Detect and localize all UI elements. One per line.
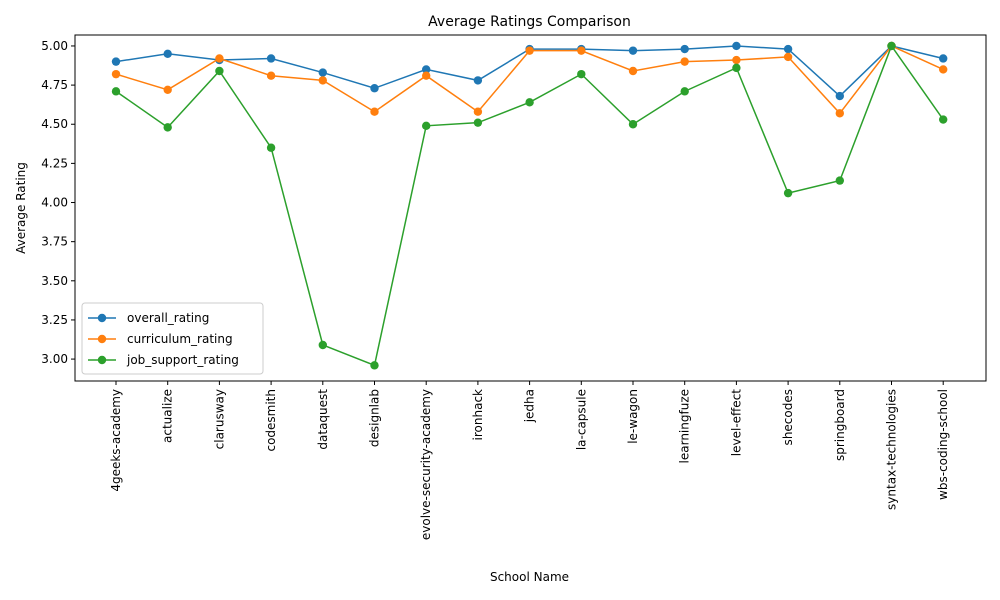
data-point: [111, 69, 121, 79]
y-tick-label: 3.75: [41, 235, 68, 249]
legend-box: [81, 302, 264, 375]
data-point: [266, 143, 276, 152]
data-point: [783, 188, 793, 198]
data-point: [732, 63, 741, 73]
data-point: [732, 55, 741, 65]
x-tick-label: actualize: [161, 389, 175, 443]
y-tick-label: 4.25: [41, 156, 68, 170]
data-point: [939, 54, 948, 63]
x-tick-label: la-capsule: [574, 389, 588, 450]
legend-marker: [97, 334, 107, 344]
data-point: [887, 41, 896, 51]
data-point: [628, 120, 638, 129]
data-point: [422, 65, 431, 74]
data-point: [318, 340, 327, 350]
x-tick-label: evolve-security-academy: [419, 389, 433, 540]
x-axis-label: School Name: [490, 570, 569, 584]
data-point: [266, 54, 276, 63]
data-point: [525, 98, 534, 107]
data-point: [163, 85, 172, 94]
x-tick-label: codesmith: [264, 389, 278, 452]
data-point: [318, 68, 327, 77]
data-point: [163, 123, 172, 132]
x-tick-label: designlab: [368, 389, 382, 447]
x-tick-label: ironhack: [471, 389, 485, 441]
legend-label: curriculum_rating: [127, 332, 233, 346]
data-point: [783, 44, 793, 54]
data-point: [939, 115, 948, 124]
y-axis-ticks: 3.00 3.25 3.50 3.75 4.00 4.25 4.50 4.75 5.00: [41, 39, 75, 366]
legend-marker: [97, 355, 107, 365]
data-point: [577, 69, 586, 79]
data-point: [577, 46, 586, 55]
x-tick-label: le-wagon: [626, 389, 640, 444]
data-point: [370, 361, 379, 370]
data-point: [525, 46, 534, 55]
x-axis-ticks: 4geeks-academy actualize clarusway codesmit…: [109, 381, 950, 540]
x-tick-label: dataquest: [316, 389, 330, 450]
y-tick-label: 3.00: [41, 352, 68, 366]
data-point: [215, 66, 224, 76]
data-point: [783, 52, 793, 62]
data-point: [422, 121, 431, 131]
x-tick-label: 4geeks-academy: [109, 389, 123, 492]
y-tick-label: 4.75: [41, 78, 68, 92]
data-point: [680, 44, 689, 54]
data-point: [266, 71, 276, 80]
x-tick-label: wbs-coding-school: [936, 389, 950, 500]
chart-title: Average Ratings Comparison: [428, 14, 631, 30]
data-point: [370, 107, 379, 116]
data-point: [939, 65, 948, 74]
data-point: [732, 41, 741, 51]
data-point: [473, 76, 483, 85]
y-tick-label: 3.50: [41, 274, 68, 288]
data-point: [422, 71, 431, 80]
legend-label: overall_rating: [127, 311, 209, 325]
legend: overall_rating curriculum_rating job_suppo…: [81, 302, 264, 375]
x-tick-label: shecodes: [781, 389, 795, 445]
data-point: [370, 84, 379, 93]
data-point: [111, 87, 121, 96]
data-point: [628, 46, 638, 55]
data-point: [473, 107, 483, 116]
data-point: [680, 87, 689, 96]
data-point: [318, 76, 327, 85]
data-point: [473, 118, 483, 127]
legend-marker: [97, 313, 107, 323]
x-tick-label: jedha: [523, 389, 537, 423]
data-point: [111, 57, 121, 66]
legend-label: job_support_rating: [126, 353, 239, 367]
data-point: [628, 66, 638, 76]
x-tick-label: level-effect: [729, 389, 743, 456]
y-tick-label: 4.50: [41, 117, 68, 131]
x-tick-label: learningfuze: [678, 389, 692, 463]
data-point: [835, 109, 844, 118]
plot-frame: [74, 34, 987, 382]
x-tick-label: clarusway: [212, 389, 226, 449]
x-tick-label: syntax-technologies: [885, 389, 899, 510]
y-tick-label: 3.25: [41, 313, 68, 327]
y-axis-label: Average Rating: [14, 162, 28, 254]
data-point: [163, 49, 172, 58]
data-point: [680, 57, 689, 66]
data-point: [215, 54, 224, 63]
y-tick-label: 4.00: [41, 196, 68, 210]
data-point: [835, 176, 844, 185]
plot-area: [111, 41, 948, 370]
data-point: [835, 91, 844, 101]
y-tick-label: 5.00: [41, 39, 68, 53]
x-tick-label: springboard: [833, 389, 847, 461]
